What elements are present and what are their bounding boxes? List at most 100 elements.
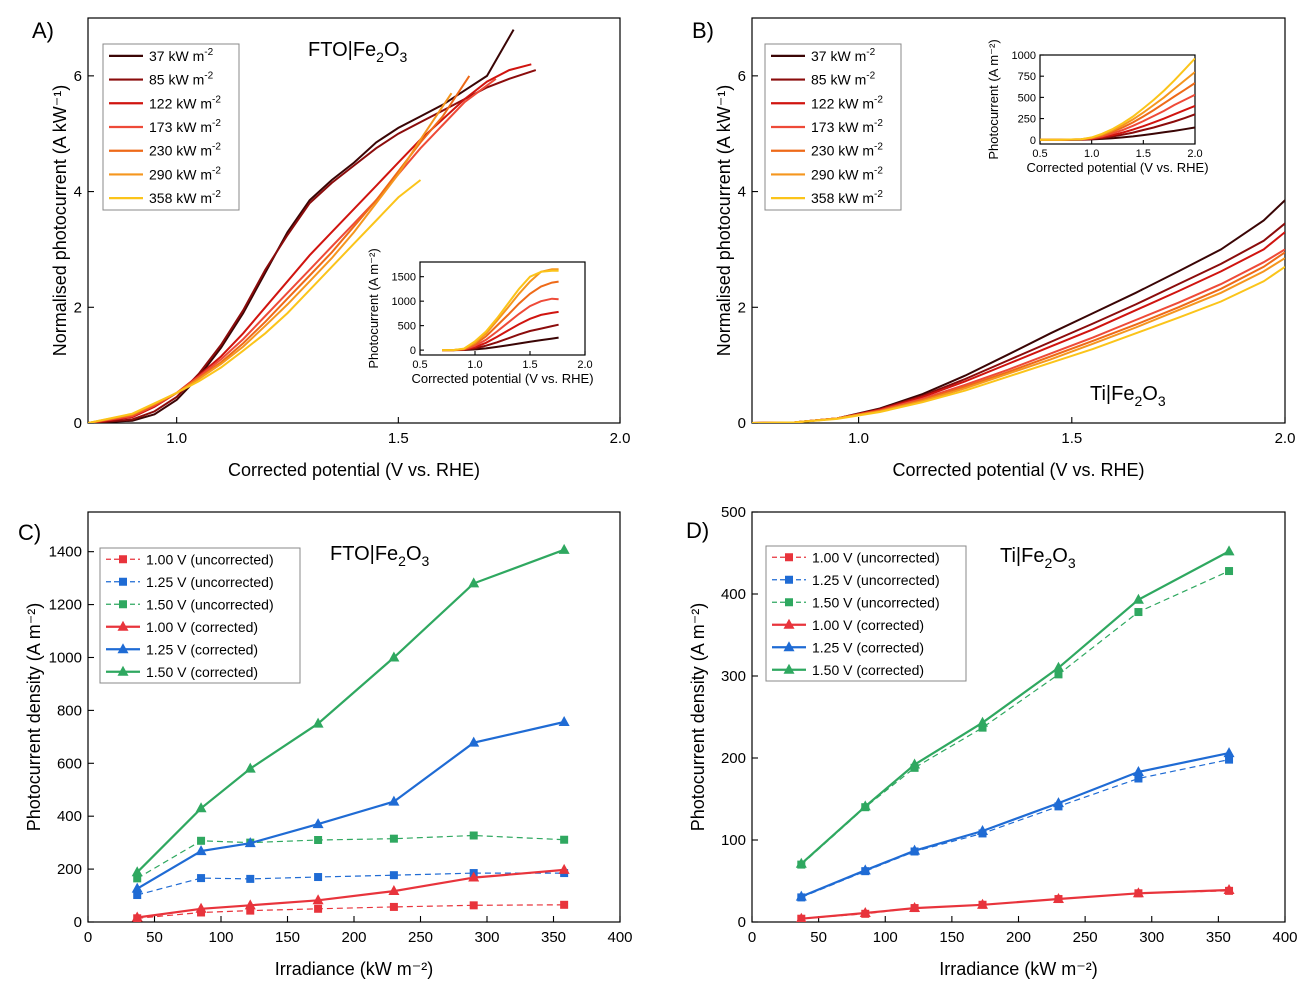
y-tick-label: 4 <box>738 184 746 201</box>
y-tick-label: 1400 <box>49 544 82 561</box>
inset-y-tick-label: 250 <box>1018 114 1036 126</box>
inset-y-tick-label: 750 <box>1018 71 1036 83</box>
point-1-00-v-corrected <box>244 899 256 910</box>
legend-marker <box>783 663 795 674</box>
x-tick-label: 400 <box>607 929 632 946</box>
series-line-358-kw-m <box>752 265 1285 423</box>
x-tick-label: 50 <box>810 929 827 946</box>
inset-x-tick-label: 1.5 <box>522 359 537 371</box>
point-1-00-v-uncorrected <box>314 904 323 913</box>
plot-frame <box>87 17 621 424</box>
x-tick-label: 200 <box>341 929 366 946</box>
x-tick-label: 1.0 <box>166 430 187 447</box>
point-1-50-v-uncorrected <box>197 836 206 845</box>
point-1-25-v-corrected <box>312 818 324 829</box>
x-tick-label: 0 <box>84 929 92 946</box>
series-line-37-kw-m <box>752 199 1285 423</box>
point-1-50-v-corrected <box>977 716 989 727</box>
point-1-00-v-corrected <box>195 902 207 913</box>
inset-x-tick-label: 1.0 <box>1084 148 1099 160</box>
legend-marker <box>785 553 793 562</box>
point-1-25-v-corrected <box>468 736 480 747</box>
point-1-00-v-corrected <box>388 885 400 896</box>
point-1-50-v-corrected <box>468 577 480 588</box>
point-1-25-v-corrected <box>195 845 207 856</box>
point-1-25-v-corrected <box>558 716 570 727</box>
sample-label-part: 3 <box>1068 555 1076 571</box>
legend-label-main: 85 kW m <box>811 72 866 88</box>
x-tick-label: 250 <box>408 929 433 946</box>
legend-label-1-25-v-uncorrected: 1.25 V (uncorrected) <box>812 572 940 588</box>
y-tick-label: 6 <box>738 68 746 85</box>
point-1-25-v-corrected <box>388 795 400 806</box>
x-tick-label: 1.5 <box>388 430 409 447</box>
legend-box <box>99 547 301 684</box>
panel-letter: D) <box>686 518 709 543</box>
y-tick-label: 500 <box>721 504 746 521</box>
x-tick-label: 0 <box>748 929 756 946</box>
legend-label-230-kw-m: 230 kW m-2 <box>149 142 221 159</box>
point-1-50-v-uncorrected <box>469 831 478 840</box>
x-tick-label: 2.0 <box>610 430 631 447</box>
point-1-00-v-corrected <box>558 863 570 874</box>
legend-label-sup: -2 <box>874 94 883 105</box>
point-1-25-v-uncorrected <box>1134 774 1143 783</box>
legend-label-main: 122 kW m <box>811 95 874 111</box>
legend-marker <box>119 577 127 586</box>
x-tick-label: 250 <box>1073 929 1098 946</box>
legend-label-1-00-v-uncorrected: 1.00 V (uncorrected) <box>146 551 274 567</box>
inset-curve-290-kw-m <box>442 268 559 352</box>
point-1-50-v-corrected <box>244 762 256 773</box>
panel-letter: A) <box>32 18 54 43</box>
inset-y-tick-label: 0 <box>410 345 416 357</box>
y-tick-label: 6 <box>74 68 82 85</box>
x-tick-label: 100 <box>873 929 898 946</box>
point-1-50-v-uncorrected <box>1225 567 1234 576</box>
x-tick-label: 350 <box>1206 929 1231 946</box>
x-tick-label: 1.5 <box>1061 430 1082 447</box>
legend-label-1-25-v-corrected: 1.25 V (corrected) <box>146 641 258 657</box>
point-1-50-v-uncorrected <box>560 835 569 844</box>
legend-label-sup: -2 <box>866 47 875 58</box>
inset-y-tick-label: 1000 <box>392 296 416 308</box>
inset-x-tick-label: 1.0 <box>467 359 482 371</box>
series-line-1-25-v-uncorrected <box>801 759 1230 898</box>
legend-label-358-kw-m: 358 kW m-2 <box>149 189 221 206</box>
point-1-50-v-corrected <box>195 802 207 813</box>
sample-label: Ti|Fe2O3 <box>1000 545 1076 571</box>
legend-marker <box>785 598 793 607</box>
inset-curve-173-kw-m <box>442 297 559 352</box>
legend-label-1-25-v-corrected: 1.25 V (corrected) <box>812 639 924 655</box>
legend-label-122-kw-m: 122 kW m-2 <box>811 94 883 111</box>
point-1-25-v-corrected <box>859 864 871 875</box>
point-1-25-v-uncorrected <box>314 873 323 882</box>
sample-label-part: 2 <box>1044 555 1052 571</box>
point-1-50-v-corrected <box>1223 545 1235 556</box>
point-1-25-v-uncorrected <box>1225 755 1234 764</box>
sample-label-part: Ti|Fe <box>1090 383 1134 405</box>
y-tick-label: 400 <box>57 808 82 825</box>
point-1-50-v-uncorrected <box>978 723 987 732</box>
data-layer <box>88 29 537 423</box>
legend-label-173-kw-m: 173 kW m-2 <box>811 118 883 135</box>
point-1-25-v-uncorrected <box>133 891 142 900</box>
inset-x-title: Corrected potential (V vs. RHE) <box>411 371 593 386</box>
legend-label-173-kw-m: 173 kW m-2 <box>149 118 221 135</box>
point-1-50-v-corrected <box>131 866 143 877</box>
x-tick-label: 150 <box>939 929 964 946</box>
point-1-25-v-corrected <box>1223 747 1235 758</box>
legend-marker <box>785 575 793 584</box>
point-1-50-v-corrected <box>558 543 570 554</box>
inset-x-tick-label: 0.5 <box>1032 148 1047 160</box>
point-1-00-v-uncorrected <box>389 902 398 911</box>
y-axis-title: Normalised photocurrent (A kW⁻¹) <box>714 85 734 357</box>
panel-letter: C) <box>18 520 41 545</box>
point-1-25-v-corrected <box>977 824 989 835</box>
point-1-25-v-uncorrected <box>197 874 206 883</box>
inset-curve-358-kw-m <box>442 269 559 352</box>
point-1-00-v-corrected <box>796 912 807 922</box>
sample-label-part: O <box>406 543 422 565</box>
sample-label-part: O <box>1052 545 1068 567</box>
